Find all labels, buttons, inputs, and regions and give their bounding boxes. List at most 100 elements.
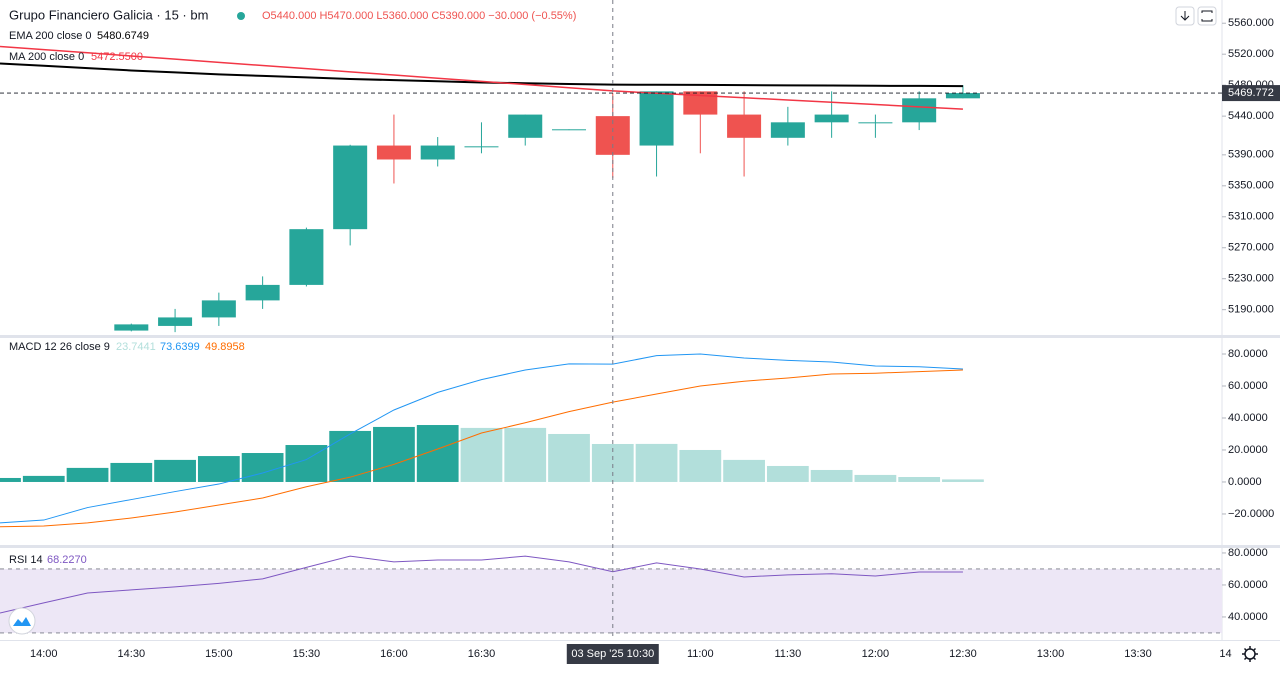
x-tick-label: 16:00 (380, 648, 408, 660)
indicator-line (0, 555, 963, 614)
candle-body (639, 91, 674, 146)
candle-body (289, 229, 324, 285)
y-tick-label: 5440.000 (1228, 110, 1274, 122)
crosshair-time-label: 03 Sep '25 10:30 (571, 648, 654, 660)
candle-body (333, 145, 368, 230)
histogram-bar (766, 465, 809, 482)
y-tick-label: 5520.000 (1228, 48, 1274, 60)
settings-button[interactable] (1242, 646, 1258, 662)
candle-body (201, 300, 236, 318)
crosshair-time-box (566, 644, 659, 664)
y-tick-label: 5390.000 (1228, 149, 1274, 161)
x-tick-label: 11:30 (775, 648, 802, 660)
histogram-bar (416, 425, 459, 482)
candle-body (158, 317, 193, 326)
histogram-bar (679, 449, 722, 482)
histogram-bar (460, 427, 503, 482)
x-tick-label: 12:30 (949, 648, 977, 660)
plot-layer: 5560.0005520.0005480.0005440.0005390.000… (0, 17, 1280, 664)
y-tick-label: 0.0000 (1228, 476, 1262, 488)
candle-body (245, 284, 280, 301)
histogram-bar (898, 477, 941, 482)
legend-value: 68.2270 (47, 554, 87, 566)
histogram-bar (942, 479, 984, 482)
histogram-bar (66, 467, 109, 482)
y-tick-label: 5560.000 (1228, 17, 1274, 29)
legend-value: 23.7441 (116, 341, 156, 353)
candle-body (814, 114, 849, 123)
histogram-bar (504, 427, 547, 482)
indicator-line (0, 62, 963, 88)
legend-name: EMA 200 close 0 (9, 30, 92, 42)
histogram-bar (329, 430, 372, 482)
pane (0, 45, 980, 333)
histogram-bar (373, 426, 415, 482)
last-price-label: 5469.772 (1228, 87, 1274, 99)
pane (0, 555, 1222, 634)
candle-body (770, 122, 805, 138)
histogram-bar (154, 459, 196, 482)
y-tick-label: −20.0000 (1228, 508, 1274, 520)
y-tick-label: 20.0000 (1228, 444, 1268, 456)
candle-body (464, 146, 499, 148)
pane-title: RSI 14 (9, 554, 43, 566)
histogram-bar (723, 459, 765, 482)
candle-body (552, 129, 587, 131)
indicator-line (0, 45, 963, 110)
histogram-bar (635, 443, 678, 482)
y-tick-label: 5190.000 (1228, 304, 1274, 316)
y-tick-label: 80.0000 (1228, 348, 1268, 360)
gear-teeth (1242, 646, 1258, 662)
histogram-bar (22, 475, 65, 482)
pane-title: MACD 12 26 close 9 (9, 341, 110, 353)
histogram-bar (548, 433, 590, 482)
y-tick-label: 40.0000 (1228, 611, 1268, 623)
symbol-title: Grupo Financiero Galicia · 15 · bm (9, 7, 208, 22)
histogram-bar (110, 462, 153, 482)
status-dot (237, 12, 245, 20)
indicator-line (0, 353, 963, 524)
histogram-bar (810, 469, 853, 482)
y-tick-label: 80.0000 (1228, 547, 1268, 559)
histogram-bar (197, 456, 240, 482)
indicator-line (0, 369, 963, 528)
y-tick-label: 5270.000 (1228, 242, 1274, 254)
rsi-band (0, 568, 1222, 633)
logo-icon (13, 617, 31, 626)
x-tick-label: 12:00 (862, 648, 890, 660)
y-tick-label: 5350.000 (1228, 180, 1274, 192)
legend-value: 5472.5500 (91, 51, 143, 63)
histogram-bar (0, 477, 21, 482)
x-tick-label: 15:00 (205, 648, 233, 660)
scroll-icon (1180, 11, 1190, 21)
y-tick-label: 40.0000 (1228, 412, 1268, 424)
legend-value: 49.8958 (205, 341, 245, 353)
pane (0, 353, 984, 528)
legend-value: 5480.6749 (97, 30, 149, 42)
y-tick-label: 5230.000 (1228, 273, 1274, 285)
logo-button[interactable] (8, 607, 36, 635)
x-tick-label: 14:00 (30, 648, 58, 660)
x-tick-label: 15:30 (293, 648, 321, 660)
candle-body (683, 91, 718, 115)
histogram-bar (854, 474, 897, 482)
candle-body (727, 114, 762, 138)
candle-body (858, 122, 893, 124)
last-price-box (1222, 85, 1280, 102)
legend-name: MA 200 close 0 (9, 51, 84, 63)
reset-icon (1201, 10, 1213, 22)
candle-body (420, 145, 455, 160)
legend-value: 73.6399 (160, 341, 200, 353)
candle-body (376, 145, 411, 160)
x-tick-label: 13:00 (1037, 648, 1065, 660)
y-tick-label: 60.0000 (1228, 579, 1268, 591)
x-tick-label: 14:30 (118, 648, 146, 660)
reset-button[interactable] (1197, 6, 1217, 26)
y-tick-label: 60.0000 (1228, 380, 1268, 392)
candle-body (902, 98, 937, 123)
candle-body (508, 114, 543, 138)
x-tick-label: 14 (1219, 648, 1231, 660)
candle-body (114, 324, 149, 331)
